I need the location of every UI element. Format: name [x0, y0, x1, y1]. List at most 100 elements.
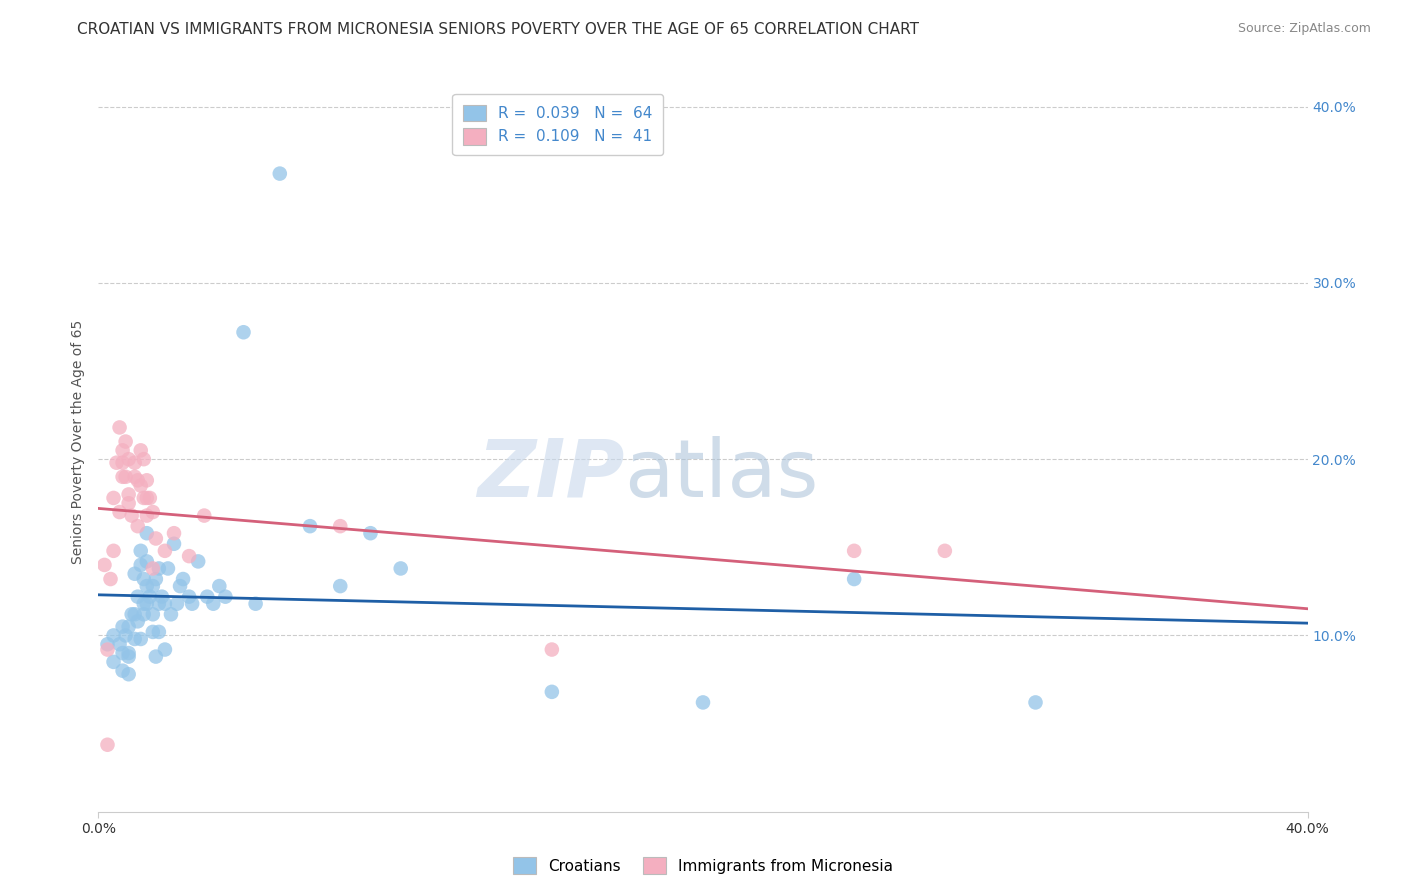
- Point: [105, 456, 128, 470]
- Point: [114, 628, 136, 642]
- Point: [103, 491, 125, 505]
- Point: [129, 558, 152, 572]
- Point: [132, 491, 155, 505]
- Point: [132, 597, 155, 611]
- Point: [179, 549, 201, 563]
- Point: [153, 642, 176, 657]
- Point: [160, 607, 183, 622]
- Point: [145, 532, 167, 546]
- Point: [214, 590, 236, 604]
- Text: atlas: atlas: [624, 436, 818, 514]
- Point: [156, 561, 179, 575]
- Point: [135, 526, 157, 541]
- Point: [540, 685, 562, 699]
- Point: [145, 572, 167, 586]
- Point: [148, 561, 170, 575]
- Point: [934, 544, 956, 558]
- Point: [172, 572, 194, 586]
- Point: [179, 590, 201, 604]
- Point: [269, 167, 291, 181]
- Point: [329, 519, 352, 533]
- Point: [93, 558, 115, 572]
- Point: [121, 607, 143, 622]
- Point: [208, 579, 231, 593]
- Point: [202, 597, 225, 611]
- Point: [150, 590, 173, 604]
- Point: [114, 470, 136, 484]
- Point: [127, 519, 149, 533]
- Point: [118, 619, 141, 633]
- Point: [844, 572, 866, 586]
- Point: [1024, 695, 1046, 709]
- Point: [118, 649, 141, 664]
- Point: [166, 597, 188, 611]
- Point: [124, 607, 146, 622]
- Point: [135, 508, 157, 523]
- Point: [118, 487, 141, 501]
- Point: [135, 597, 157, 611]
- Point: [111, 646, 134, 660]
- Point: [127, 615, 149, 629]
- Point: [145, 649, 167, 664]
- Point: [111, 456, 134, 470]
- Point: [135, 473, 157, 487]
- Point: [181, 597, 204, 611]
- Point: [129, 544, 152, 558]
- Point: [96, 738, 118, 752]
- Point: [118, 496, 141, 510]
- Point: [540, 642, 562, 657]
- Point: [153, 544, 176, 558]
- Point: [132, 572, 155, 586]
- Point: [692, 695, 714, 709]
- Point: [124, 456, 146, 470]
- Point: [135, 579, 157, 593]
- Point: [124, 566, 146, 581]
- Point: [299, 519, 322, 533]
- Point: [163, 537, 186, 551]
- Point: [142, 505, 165, 519]
- Legend: Croatians, Immigrants from Micronesia: Croatians, Immigrants from Micronesia: [506, 851, 900, 880]
- Point: [148, 624, 170, 639]
- Legend: R =  0.039   N =  64, R =  0.109   N =  41: R = 0.039 N = 64, R = 0.109 N = 41: [453, 94, 664, 155]
- Point: [148, 597, 170, 611]
- Point: [389, 561, 412, 575]
- Point: [124, 632, 146, 646]
- Point: [96, 637, 118, 651]
- Point: [135, 554, 157, 568]
- Point: [124, 470, 146, 484]
- Point: [108, 505, 131, 519]
- Point: [121, 508, 143, 523]
- Text: ZIP: ZIP: [477, 436, 624, 514]
- Point: [111, 619, 134, 633]
- Point: [232, 325, 254, 339]
- Point: [135, 491, 157, 505]
- Point: [360, 526, 382, 541]
- Point: [153, 597, 176, 611]
- Point: [118, 667, 141, 681]
- Point: [103, 628, 125, 642]
- Point: [127, 590, 149, 604]
- Point: [142, 624, 165, 639]
- Point: [103, 544, 125, 558]
- Point: [142, 561, 165, 575]
- Point: [111, 443, 134, 458]
- Point: [139, 491, 162, 505]
- Point: [195, 590, 218, 604]
- Point: [844, 544, 866, 558]
- Point: [163, 526, 186, 541]
- Point: [193, 508, 215, 523]
- Point: [245, 597, 267, 611]
- Point: [103, 655, 125, 669]
- Point: [139, 590, 162, 604]
- Point: [132, 607, 155, 622]
- Point: [142, 607, 165, 622]
- Point: [129, 632, 152, 646]
- Point: [129, 478, 152, 492]
- Point: [108, 637, 131, 651]
- Text: Source: ZipAtlas.com: Source: ZipAtlas.com: [1237, 22, 1371, 36]
- Point: [187, 554, 209, 568]
- Point: [111, 470, 134, 484]
- Point: [96, 642, 118, 657]
- Point: [127, 473, 149, 487]
- Point: [142, 579, 165, 593]
